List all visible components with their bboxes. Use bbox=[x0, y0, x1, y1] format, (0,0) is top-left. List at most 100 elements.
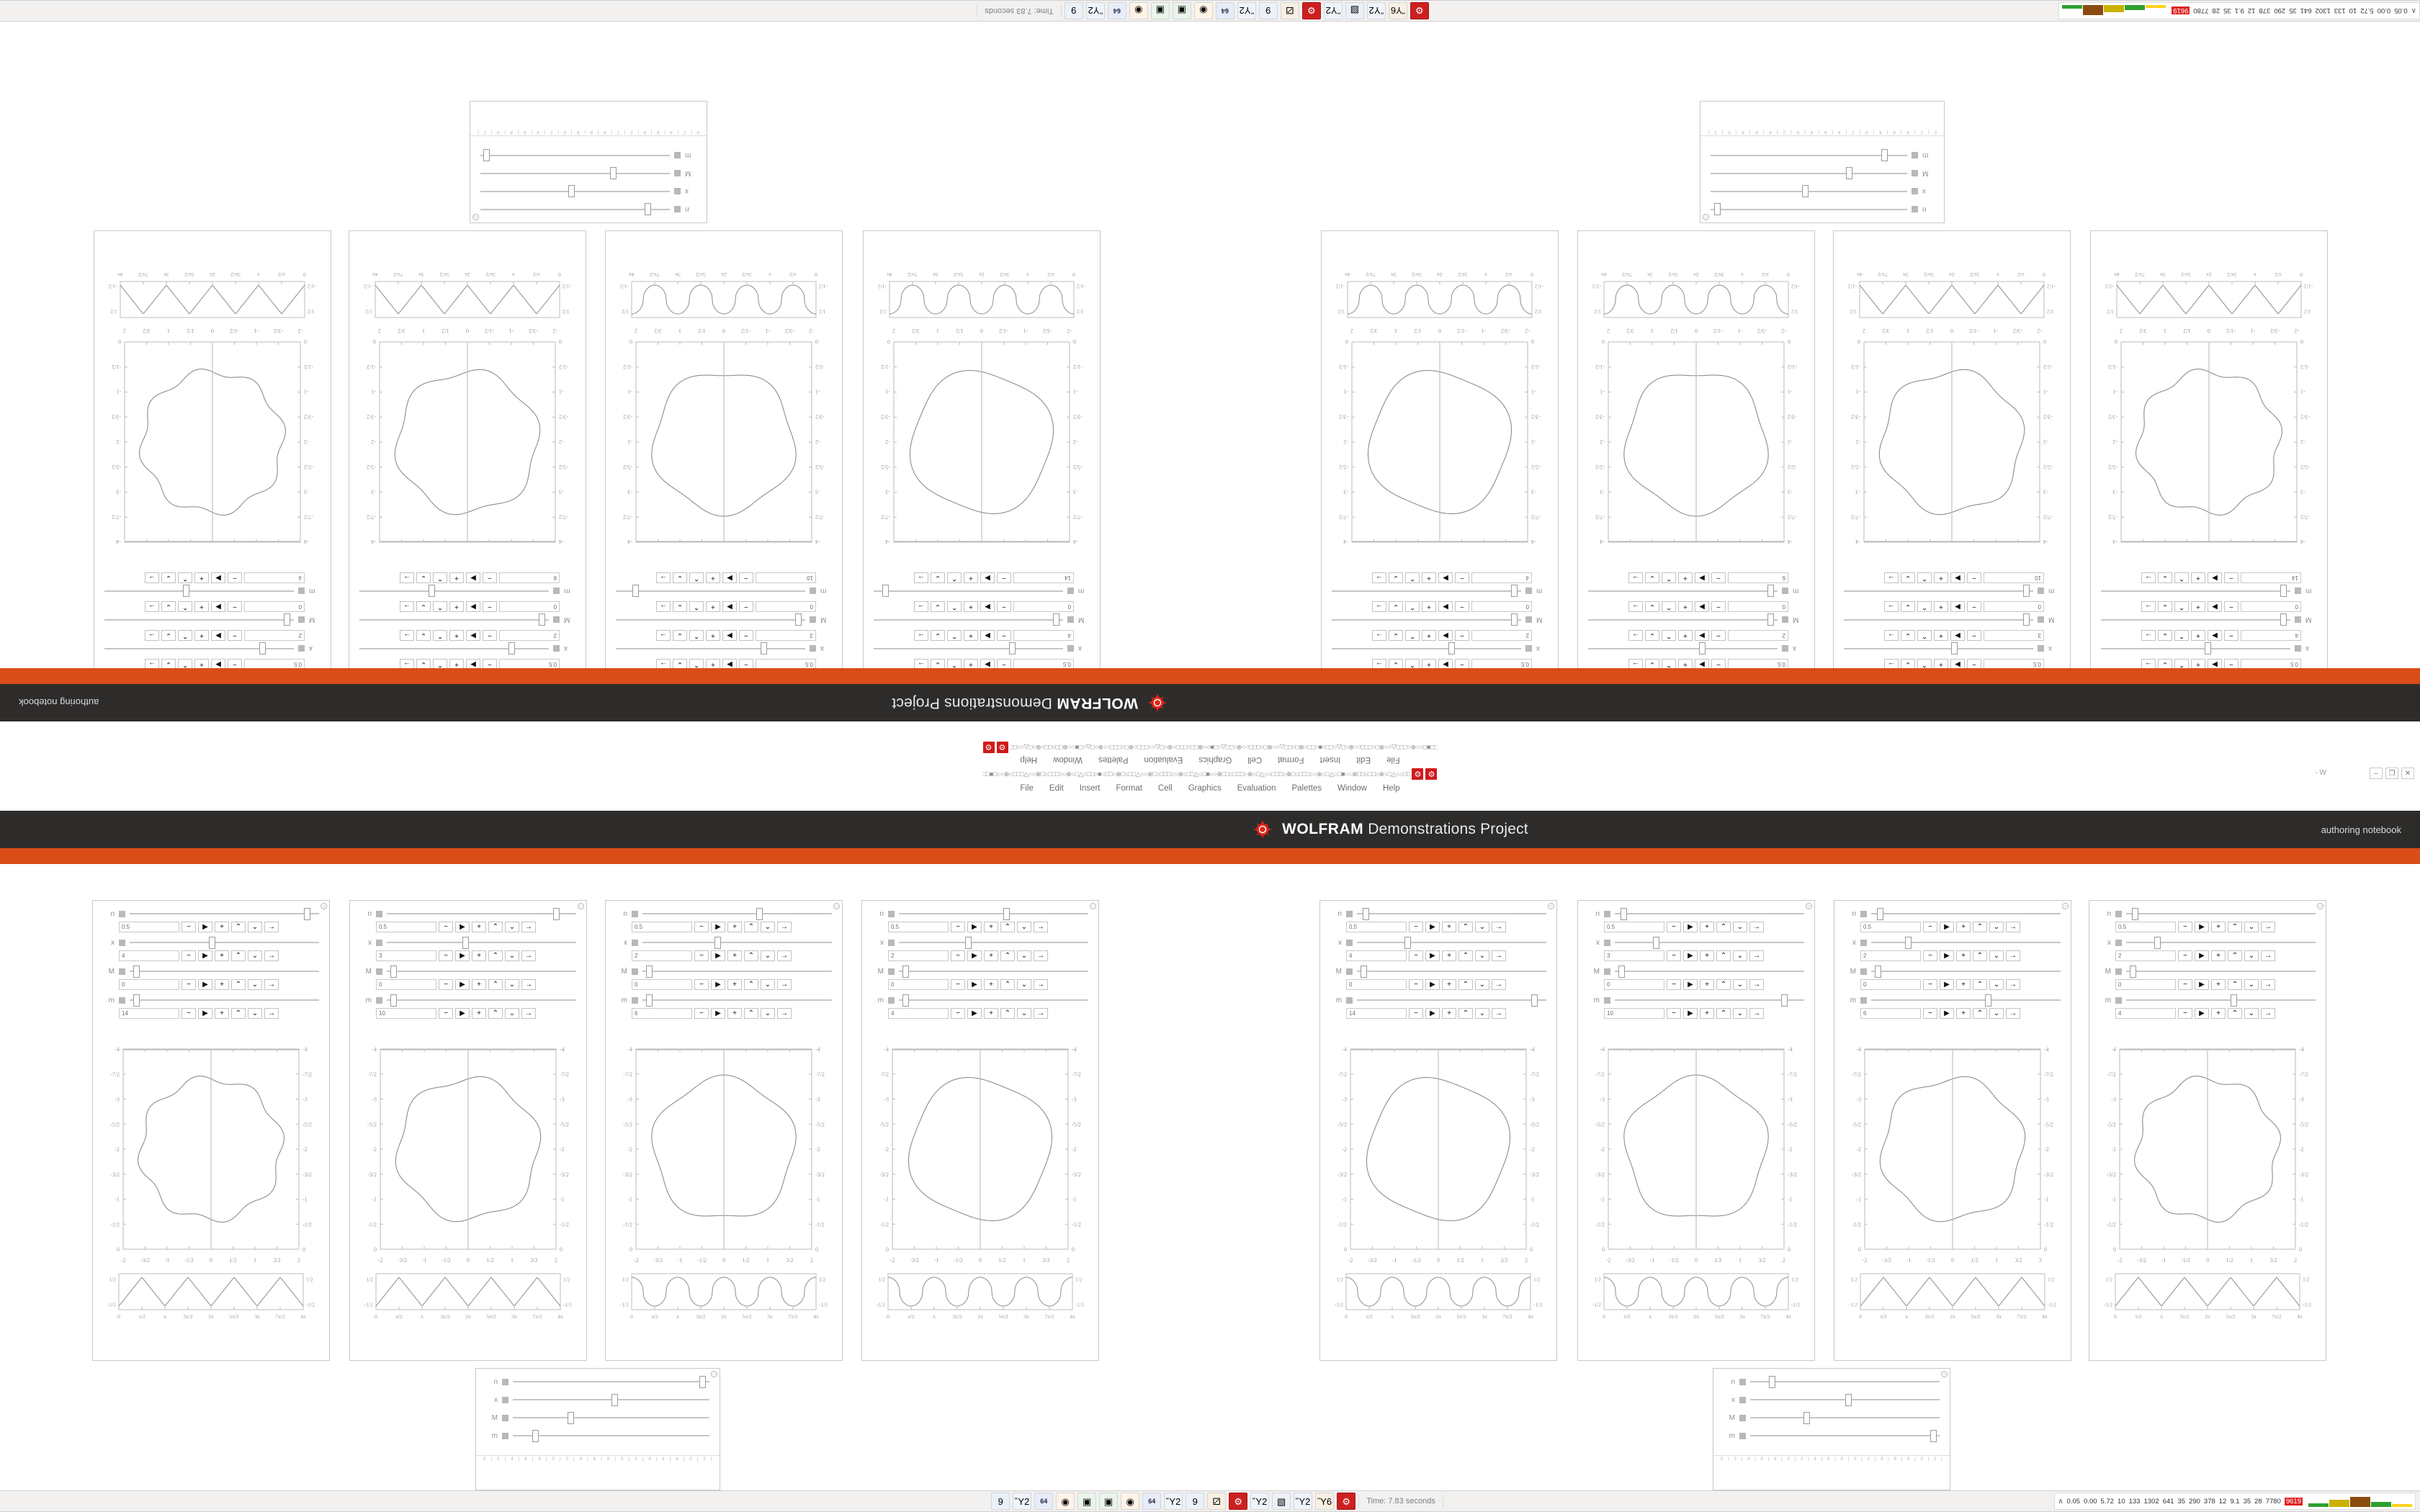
slider-track[interactable] bbox=[1615, 999, 1804, 1001]
step-up-button[interactable]: ⌃ bbox=[689, 630, 704, 641]
slider-thumb[interactable] bbox=[508, 642, 515, 654]
slider-track[interactable] bbox=[1844, 590, 2033, 592]
play-button[interactable]: ▶ bbox=[1683, 979, 1698, 990]
reset-button[interactable]: → bbox=[521, 950, 536, 961]
slider-value-field[interactable]: 0 bbox=[1984, 601, 2044, 612]
step-up-button[interactable]: ⌃ bbox=[488, 1008, 503, 1019]
decrement-button[interactable]: − bbox=[1923, 979, 1937, 990]
slider-collapse-icon[interactable] bbox=[119, 940, 125, 946]
slider-thumb[interactable] bbox=[2132, 908, 2138, 920]
step-up-button[interactable]: ⌃ bbox=[1458, 1008, 1473, 1019]
step-up-button[interactable]: ⌃ bbox=[433, 601, 447, 612]
slider-m[interactable]: m bbox=[1845, 994, 2061, 1006]
increment-button[interactable]: + bbox=[2191, 601, 2205, 612]
step-down-button[interactable]: ⌄ bbox=[1017, 922, 1031, 932]
play-button[interactable]: ▶ bbox=[980, 630, 995, 641]
step-up-button[interactable]: ⌃ bbox=[1000, 922, 1015, 932]
reset-button[interactable]: → bbox=[264, 922, 279, 932]
step-up-button[interactable]: ⌃ bbox=[947, 601, 962, 612]
slider-track[interactable] bbox=[874, 648, 1063, 649]
manipulate-panel[interactable]: ○n0.5−▶+⌃⌄→x3−▶+⌃⌄→M0−▶+⌃⌄→m10−▶+⌃⌄→-2-3… bbox=[605, 230, 843, 691]
slider-M[interactable]: M bbox=[1844, 614, 2060, 626]
step-down-button[interactable]: ⌄ bbox=[673, 572, 687, 583]
reset-button[interactable]: → bbox=[264, 950, 279, 961]
slider-thumb[interactable] bbox=[1699, 642, 1706, 654]
slider-track[interactable] bbox=[1750, 1435, 1940, 1436]
increment-button[interactable]: + bbox=[1422, 601, 1436, 612]
play-button[interactable]: ▶ bbox=[198, 979, 212, 990]
manipulate-panel[interactable]: ○n0.5−▶+⌃⌄→x2−▶+⌃⌄→M0−▶+⌃⌄→m4−▶+⌃⌄→-2-3/… bbox=[861, 900, 1099, 1361]
play-button[interactable]: ▶ bbox=[711, 922, 725, 932]
menu-item-insert[interactable]: Insert bbox=[1320, 755, 1341, 764]
step-up-button[interactable]: ⌃ bbox=[744, 922, 758, 932]
step-up-button[interactable]: ⌃ bbox=[2174, 630, 2189, 641]
reset-button[interactable]: → bbox=[1492, 922, 1506, 932]
slider-only-panel[interactable]: ○ n x Mm 0 | 2 | 4 | 6 | 8 | 0 | 2 | 4 | 6 | 8 | 0 | 2 | 4 | 6 | 8 | 0 | 2 | bbox=[470, 101, 707, 223]
slider-thumb[interactable] bbox=[539, 613, 545, 626]
play-button[interactable]: ▶ bbox=[1950, 630, 1965, 641]
slider-value-field[interactable]: 4 bbox=[888, 1008, 949, 1019]
play-button[interactable]: ▶ bbox=[1695, 601, 1709, 612]
slider-x[interactable]: x bbox=[360, 937, 576, 948]
slider-collapse-icon[interactable] bbox=[1525, 646, 1532, 652]
slider-value-field[interactable]: 10 bbox=[376, 1008, 436, 1019]
menu-item-palettes[interactable]: Palettes bbox=[1098, 755, 1129, 764]
slider-value-field[interactable]: 4 bbox=[1013, 630, 1074, 641]
manipulate-panel[interactable]: ○n0.5−▶+⌃⌄→x2−▶+⌃⌄→M0−▶+⌃⌄→m6−▶+⌃⌄→-2-3/… bbox=[605, 900, 843, 1361]
slider-collapse-icon[interactable] bbox=[2038, 588, 2044, 595]
decrement-button[interactable]: − bbox=[1455, 572, 1469, 583]
slider-track[interactable] bbox=[1588, 619, 1778, 621]
slider-track[interactable] bbox=[1357, 913, 1546, 914]
decrement-button[interactable]: − bbox=[694, 1008, 709, 1019]
decrement-button[interactable]: − bbox=[1923, 922, 1937, 932]
slider-thumb[interactable] bbox=[390, 966, 397, 978]
play-button[interactable]: ▶ bbox=[1438, 630, 1453, 641]
menu-item-edit[interactable]: Edit bbox=[1356, 755, 1371, 764]
slider-thumb[interactable] bbox=[761, 642, 767, 654]
slider-track[interactable] bbox=[480, 191, 670, 192]
step-up-button[interactable]: ⌃ bbox=[231, 922, 246, 932]
step-up-button[interactable]: ⌃ bbox=[433, 572, 447, 583]
decrement-button[interactable]: − bbox=[1409, 979, 1423, 990]
slider-value-field[interactable]: 0 bbox=[756, 601, 816, 612]
slider-n[interactable]: n bbox=[1588, 908, 1804, 919]
slider-collapse-icon[interactable] bbox=[553, 588, 560, 595]
slider-track[interactable] bbox=[387, 999, 576, 1001]
slider-value-field[interactable]: 10 bbox=[1984, 572, 2044, 583]
slider-collapse-icon[interactable] bbox=[632, 997, 638, 1004]
step-down-button[interactable]: ⌄ bbox=[1017, 979, 1031, 990]
save-64-2-icon[interactable]: 64 bbox=[1142, 1493, 1161, 1510]
play-button[interactable]: ▶ bbox=[466, 630, 480, 641]
slider-thumb[interactable] bbox=[553, 908, 560, 920]
slider-thumb[interactable] bbox=[646, 994, 653, 1007]
slider-collapse-icon[interactable] bbox=[1739, 1397, 1746, 1403]
slider-thumb[interactable] bbox=[483, 149, 490, 161]
step-down-button[interactable]: ⌄ bbox=[1389, 630, 1403, 641]
reset-button[interactable]: → bbox=[2261, 950, 2275, 961]
step-up-button[interactable]: ⌃ bbox=[178, 601, 192, 612]
play-button[interactable]: ▶ bbox=[1425, 979, 1440, 990]
play-button[interactable]: ▶ bbox=[722, 572, 737, 583]
slider-collapse-icon[interactable] bbox=[1346, 911, 1353, 917]
slider-m[interactable]: m bbox=[486, 1430, 709, 1441]
printer-icon[interactable]: Ὓ6 bbox=[1315, 1493, 1334, 1510]
step-down-button[interactable]: ⌄ bbox=[931, 601, 945, 612]
menu-item-graphics[interactable]: Graphics bbox=[1198, 755, 1232, 764]
slider-value-field[interactable]: 4 bbox=[119, 950, 179, 961]
step-up-button[interactable]: ⌃ bbox=[1458, 922, 1473, 932]
slider-track[interactable] bbox=[130, 999, 319, 1001]
step-down-button[interactable]: ⌄ bbox=[248, 922, 262, 932]
slider-thumb[interactable] bbox=[1845, 1394, 1852, 1406]
slider-thumb[interactable] bbox=[1511, 613, 1518, 626]
slider-x[interactable]: x bbox=[103, 937, 319, 948]
step-up-button[interactable]: ⌃ bbox=[947, 572, 962, 583]
slider-collapse-icon[interactable] bbox=[1067, 646, 1074, 652]
decrement-button[interactable]: − bbox=[694, 950, 709, 961]
reset-button[interactable]: → bbox=[1492, 950, 1506, 961]
reset-button[interactable]: → bbox=[1884, 601, 1899, 612]
decrement-button[interactable]: − bbox=[1667, 922, 1681, 932]
manipulate-panel[interactable]: ○n0.5−▶+⌃⌄→x4−▶+⌃⌄→M0−▶+⌃⌄→m14−▶+⌃⌄→-2-3… bbox=[92, 900, 330, 1361]
step-down-button[interactable]: ⌄ bbox=[1901, 630, 1915, 641]
slider-thumb[interactable] bbox=[646, 966, 653, 978]
reset-button[interactable]: → bbox=[145, 601, 159, 612]
